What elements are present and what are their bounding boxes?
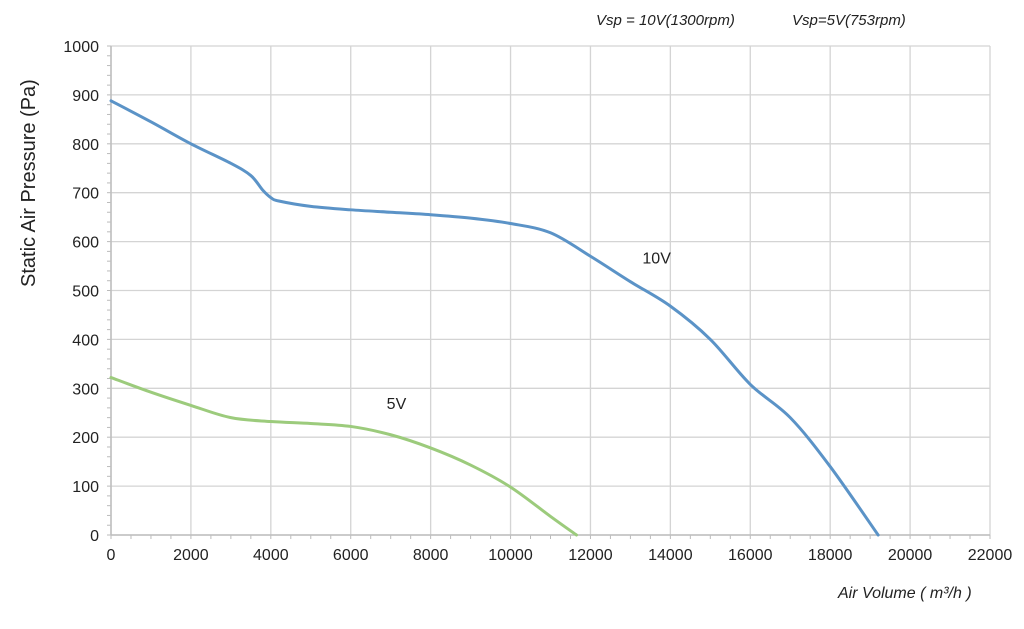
x-tick-label: 10000 — [488, 547, 533, 564]
x-tick-label: 8000 — [413, 547, 449, 564]
x-tick-label: 14000 — [648, 547, 693, 564]
y-tick-label: 500 — [72, 284, 99, 301]
y-tick-label: 900 — [72, 88, 99, 105]
x-tick-label: 16000 — [728, 547, 773, 564]
y-tick-label: 300 — [72, 381, 99, 398]
x-tick-label: 0 — [107, 547, 116, 564]
annotation-vsp-10v: Vsp = 10V(1300rpm) — [596, 12, 735, 29]
series-label-10v: 10V — [642, 251, 671, 268]
x-tick-label: 6000 — [333, 547, 369, 564]
x-tick-label: 2000 — [173, 547, 209, 564]
y-tick-label: 0 — [90, 528, 99, 545]
y-tick-label: 1000 — [63, 39, 99, 56]
y-tick-label: 600 — [72, 235, 99, 252]
series-line-5v — [109, 376, 578, 537]
series-label-5v: 5V — [387, 396, 407, 413]
y-tick-label: 800 — [72, 137, 99, 154]
y-tick-label: 100 — [72, 479, 99, 496]
y-tick-label: 400 — [72, 332, 99, 349]
x-tick-label: 18000 — [808, 547, 853, 564]
x-tick-label: 4000 — [253, 547, 289, 564]
x-tick-label: 20000 — [888, 547, 933, 564]
y-tick-label: 700 — [72, 186, 99, 203]
x-tick-label: 22000 — [968, 547, 1013, 564]
x-tick-label: 12000 — [568, 547, 613, 564]
annotation-vsp-5v: Vsp=5V(753rpm) — [792, 12, 906, 29]
series-line-10v — [109, 99, 880, 537]
y-axis-label: Static Air Pressure (Pa) — [18, 79, 40, 287]
x-axis-label: Air Volume ( m³/h ) — [838, 585, 972, 602]
y-tick-label: 200 — [72, 430, 99, 447]
